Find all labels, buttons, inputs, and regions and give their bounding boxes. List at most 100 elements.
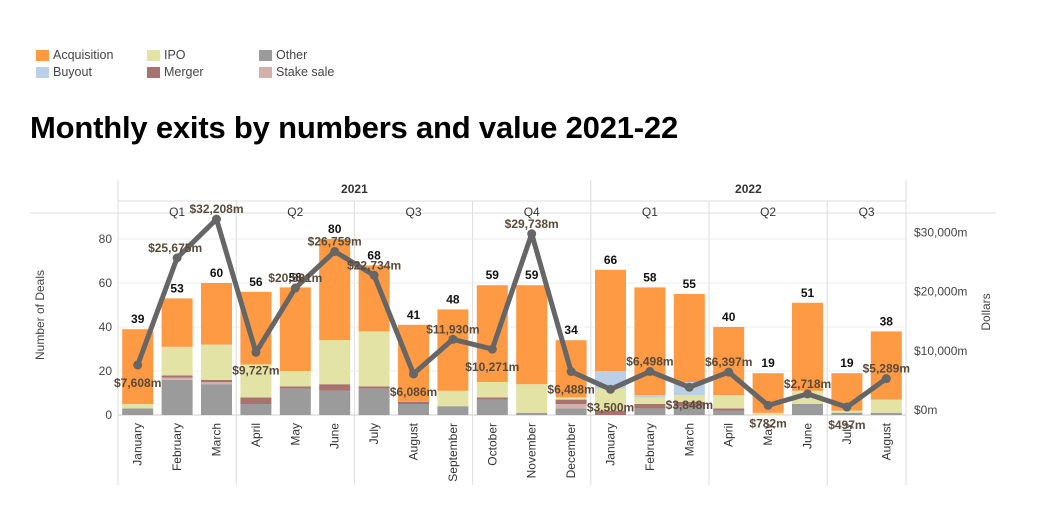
bar-segment-other [201, 384, 232, 415]
value-label: $6,086m [390, 385, 437, 399]
value-point [724, 367, 734, 377]
bar-segment-ipo [516, 384, 548, 413]
bar-segment-stake-sale [161, 377, 193, 380]
value-label: $29,738m [505, 217, 559, 231]
legend-label: Acquisition [53, 48, 114, 62]
bar-segment-ipo [279, 371, 311, 387]
bar-segment-ipo [673, 395, 705, 402]
y-tick-label: 80 [99, 232, 113, 246]
bar-total-label: 80 [328, 222, 342, 236]
value-point [172, 253, 182, 263]
x-tick-label: March [210, 423, 224, 456]
legend-label: IPO [164, 48, 186, 62]
x-tick-label: December [564, 423, 578, 478]
value-label: $26,759m [308, 234, 362, 248]
y2-tick-label: $30,000m [914, 225, 967, 239]
legend: Acquisition Buyout IPO Merger Other Stak… [36, 48, 366, 84]
legend-label: Merger [164, 65, 204, 79]
bar-segment-merger [201, 379, 232, 382]
bar-total-label: 58 [643, 270, 657, 284]
value-point [684, 382, 694, 392]
bar-total-label: 38 [880, 314, 894, 328]
value-label: $22,734m [347, 258, 401, 272]
bar-segment-ipo [240, 364, 272, 398]
bar-segment-acquisition [673, 294, 705, 382]
value-label: $7,608m [114, 376, 161, 390]
bar-segment-stake-sale [555, 404, 587, 409]
value-point [527, 229, 537, 239]
bar-segment-acquisition [201, 283, 232, 345]
value-point [290, 283, 300, 293]
bar-segment-ipo [476, 382, 508, 398]
value-point [330, 246, 340, 256]
bar-segment-merger [673, 401, 705, 407]
legend-swatch [147, 66, 160, 78]
x-tick-label: January [604, 423, 618, 466]
bar-total-label: 68 [367, 248, 381, 262]
value-point [369, 270, 379, 280]
bar-segment-merger [398, 401, 429, 404]
bar-segment-ipo [831, 410, 863, 413]
bar-total-label: 53 [170, 281, 184, 295]
x-tick-label: April [722, 423, 736, 447]
value-point [606, 384, 615, 394]
x-tick-label: March [682, 423, 696, 456]
y-tick-label: 20 [99, 364, 113, 378]
bar-segment-merger [240, 397, 272, 404]
y-axis-title: Number of Deals [33, 270, 47, 360]
x-tick-label: July [367, 423, 381, 444]
bar-total-label: 60 [210, 266, 224, 280]
value-point [763, 400, 773, 410]
legend-swatch [259, 66, 272, 78]
bar-segment-ipo [437, 390, 469, 407]
bar-segment-merger [476, 397, 508, 400]
value-label: $782m [749, 416, 786, 430]
x-tick-label: June [328, 423, 342, 449]
value-point [566, 367, 576, 377]
quarter-label: Q2 [287, 205, 303, 219]
bar-segment-merger [358, 386, 390, 389]
y2-axis-title: Dollars [979, 293, 993, 330]
legend-swatch [36, 49, 49, 61]
bar-segment-other [161, 379, 193, 415]
quarter-label: Q1 [642, 205, 658, 219]
bar-segment-ipo [201, 344, 232, 380]
quarter-label: Q3 [859, 205, 875, 219]
bar-total-label: 59 [486, 268, 500, 282]
legend-item-merger: Merger [147, 65, 204, 79]
bar-total-label: 41 [407, 308, 421, 322]
bar-segment-ipo [161, 346, 193, 376]
value-point [251, 347, 261, 357]
bar-segment-merger [555, 399, 587, 404]
value-label: $6,498m [626, 354, 673, 368]
value-label: $5,289m [863, 362, 910, 376]
x-tick-label: May [761, 423, 775, 446]
y2-tick-label: $20,000m [914, 285, 967, 299]
legend-swatch [36, 66, 49, 78]
value-label: $32,208m [189, 202, 243, 216]
bar-segment-ipo [595, 388, 626, 411]
bar-total-label: 40 [722, 310, 736, 324]
bar-total-label: 66 [604, 253, 618, 267]
bar-segment-ipo [752, 412, 784, 415]
x-tick-label: July [840, 423, 854, 444]
value-point [881, 374, 891, 384]
bar-segment-other [476, 399, 508, 415]
legend-item-stake-sale: Stake sale [259, 65, 334, 79]
bar-segment-other [516, 412, 548, 415]
bar-segment-other [398, 404, 429, 415]
bar-segment-merger [161, 375, 193, 378]
x-tick-label: May [288, 423, 302, 446]
value-point [409, 369, 418, 379]
bar-segment-buyout [634, 395, 666, 398]
bar-segment-other [437, 406, 469, 415]
legend-label: Buyout [53, 65, 92, 79]
bar-segment-other [713, 410, 745, 415]
bar-total-label: 56 [249, 275, 263, 289]
bar-total-label: 55 [683, 277, 697, 291]
legend-swatch [147, 49, 160, 61]
x-tick-label: September [446, 423, 460, 482]
bar-total-label: 51 [801, 286, 815, 300]
bar-segment-merger [713, 408, 745, 411]
bar-segment-other [870, 412, 902, 415]
